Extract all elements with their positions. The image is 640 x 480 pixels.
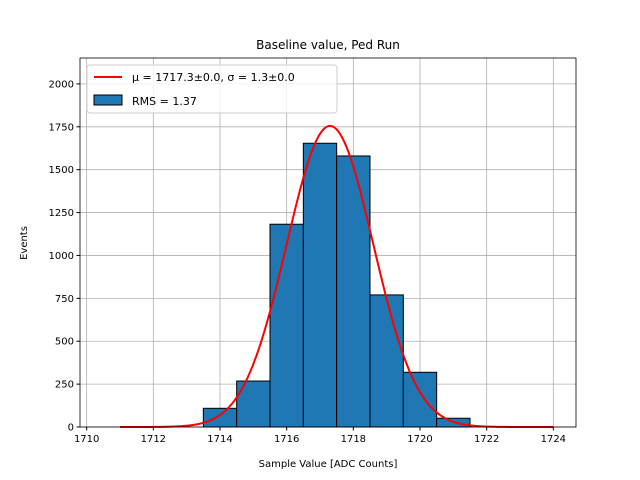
x-tick-label: 1718 [341, 434, 366, 445]
legend-hist-label: RMS = 1.37 [132, 95, 197, 108]
histogram-bar [336, 155, 371, 428]
bars [202, 142, 471, 428]
y-tick-label: 0 [68, 423, 74, 434]
x-tick-label: 1714 [207, 434, 232, 445]
x-tick-label: 1710 [74, 434, 99, 445]
y-axis-label: Events [19, 226, 30, 260]
histogram-bar [269, 223, 304, 428]
plot-frame [79, 57, 577, 428]
legend-hist-swatch [93, 94, 123, 106]
y-tick-label: 1750 [49, 122, 74, 133]
y-tick-label: 250 [55, 380, 74, 391]
y-tick-label: 1250 [49, 208, 74, 219]
chart-title: Baseline value, Ped Run [256, 38, 400, 52]
y-tick-label: 750 [55, 294, 74, 305]
histogram-bar [402, 371, 438, 428]
y-tick-label: 1500 [49, 165, 74, 176]
x-tick-label: 1720 [407, 434, 432, 445]
x-tick-label: 1712 [141, 434, 166, 445]
y-tick-label: 1000 [49, 251, 74, 262]
x-tick-label: 1716 [274, 434, 299, 445]
histogram-bar [369, 294, 404, 428]
x-tick-label: 1724 [541, 434, 566, 445]
gaussian-fit-line [120, 124, 554, 428]
histogram-bar [302, 142, 338, 428]
legend: μ = 1717.3±0.0, σ = 1.3±0.0 RMS = 1.37 [86, 64, 338, 114]
x-axis-label: Sample Value [ADC Counts] [259, 459, 398, 470]
ticks: 1710 1712 1714 1716 1718 1720 1722 1724 0 250 500 7… [49, 79, 567, 445]
legend-fit-label: μ = 1717.3±0.0, σ = 1.3±0.0 [132, 71, 295, 84]
y-tick-label: 500 [55, 337, 74, 348]
histogram-bar [202, 407, 238, 428]
x-tick-label: 1722 [474, 434, 499, 445]
y-tick-label: 2000 [49, 79, 74, 90]
